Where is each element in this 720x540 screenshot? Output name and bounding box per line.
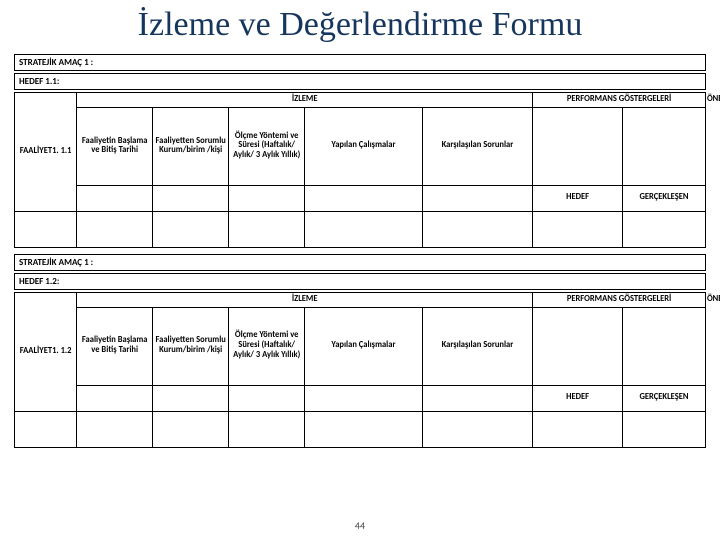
izleme-header-2: İZLEME [77, 292, 533, 307]
page-title: İzleme ve Değerlendirme Formu [0, 0, 720, 54]
gerceklesen-sub-2: GERÇEKLEŞEN [623, 385, 706, 411]
col-start-2: Faaliyetin Başlama ve Bitiş Tarihi [77, 307, 153, 385]
col-start: Faaliyetin Başlama ve Bitiş Tarihi [77, 107, 153, 185]
izleme-header: İZLEME [77, 93, 533, 108]
col-problems: Karşılaşılan Sorunlar [422, 107, 533, 185]
col-work: Yapılan Çalışmalar [305, 107, 422, 185]
block-1: STRATEJİK AMAÇ 1 : HEDEF 1.1: FAALİYET1.… [14, 54, 706, 248]
target-1-1: HEDEF 1.1: [14, 73, 706, 90]
perf-header: PERFORMANS GÖSTERGELERİ [533, 93, 706, 108]
activity-label-2: FAALİYET1. 1.2 [15, 292, 77, 411]
col-work-2: Yapılan Çalışmalar [305, 307, 422, 385]
page-number: 44 [0, 519, 720, 532]
strategic-goal-2: STRATEJİK AMAÇ 1 : [14, 254, 706, 271]
col-method-2: Ölçme Yöntemi ve Süresi (Haftalık/ Aylık… [229, 307, 305, 385]
block-2: STRATEJİK AMAÇ 1 : HEDEF 1.2: FAALİYET1.… [14, 254, 706, 448]
perf-header-2: PERFORMANS GÖSTERGELERİ [533, 292, 706, 307]
hedef-sub: HEDEF [533, 185, 623, 211]
target-1-2: HEDEF 1.2: [14, 273, 706, 290]
col-resp-2: Faaliyetten Sorumlu Kurum/birim /kişi [153, 307, 229, 385]
col-resp: Faaliyetten Sorumlu Kurum/birim /kişi [153, 107, 229, 185]
gerceklesen-sub: GERÇEKLEŞEN [623, 185, 706, 211]
activity-label: FAALİYET1. 1.1 [15, 93, 77, 212]
col-method: Ölçme Yöntemi ve Süresi (Haftalık/ Aylık… [229, 107, 305, 185]
strategic-goal-1: STRATEJİK AMAÇ 1 : [14, 54, 706, 71]
col-problems-2: Karşılaşılan Sorunlar [422, 307, 533, 385]
monitoring-table-2: FAALİYET1. 1.2 İZLEME PERFORMANS GÖSTERG… [14, 292, 706, 448]
monitoring-table-1: FAALİYET1. 1.1 İZLEME PERFORMANS GÖSTERG… [14, 92, 706, 248]
hedef-sub-2: HEDEF [533, 385, 623, 411]
